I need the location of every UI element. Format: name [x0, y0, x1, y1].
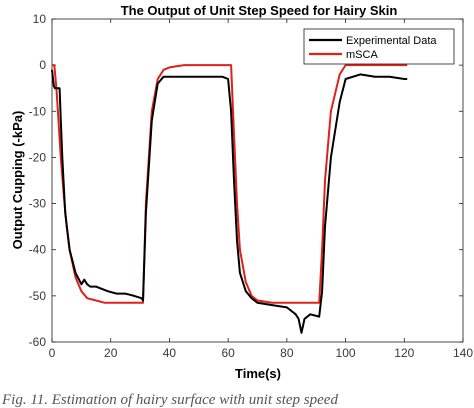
y-tick-label: 0	[39, 58, 46, 72]
x-tick-label: 100	[336, 346, 356, 360]
y-tick-label: -40	[29, 243, 47, 257]
chart-title: The Output of Unit Step Speed for Hairy …	[121, 3, 398, 18]
x-tick-label: 80	[280, 346, 294, 360]
legend-label-msca: mSCA	[346, 49, 378, 61]
y-tick-label: -10	[29, 104, 47, 118]
legend-label-experimental: Experimental Data	[346, 35, 437, 47]
legend: Experimental Data mSCA	[303, 28, 455, 65]
y-tick-label: -50	[29, 289, 47, 303]
y-tick-label: -60	[29, 335, 47, 349]
figure-caption: Fig. 11. Estimation of hairy surface wit…	[1, 392, 338, 408]
series-line-experimental	[51, 69, 408, 334]
plot-area	[51, 18, 464, 343]
legend-box	[303, 28, 455, 65]
y-tick-label: 10	[33, 12, 47, 26]
x-tick-label: 120	[394, 346, 414, 360]
y-tick-label: -30	[29, 197, 47, 211]
x-axis-label: Time(s)	[235, 366, 281, 381]
y-axis-label: Output Cupping (-kPa)	[10, 111, 25, 250]
x-tick-label: 20	[104, 346, 118, 360]
y-tick-label: -20	[29, 150, 47, 164]
x-tick-label: 140	[453, 346, 473, 360]
x-tick-label: 40	[163, 346, 177, 360]
x-tick-label: 0	[49, 346, 56, 360]
x-tick-label: 60	[221, 346, 235, 360]
series-layer	[51, 64, 408, 334]
